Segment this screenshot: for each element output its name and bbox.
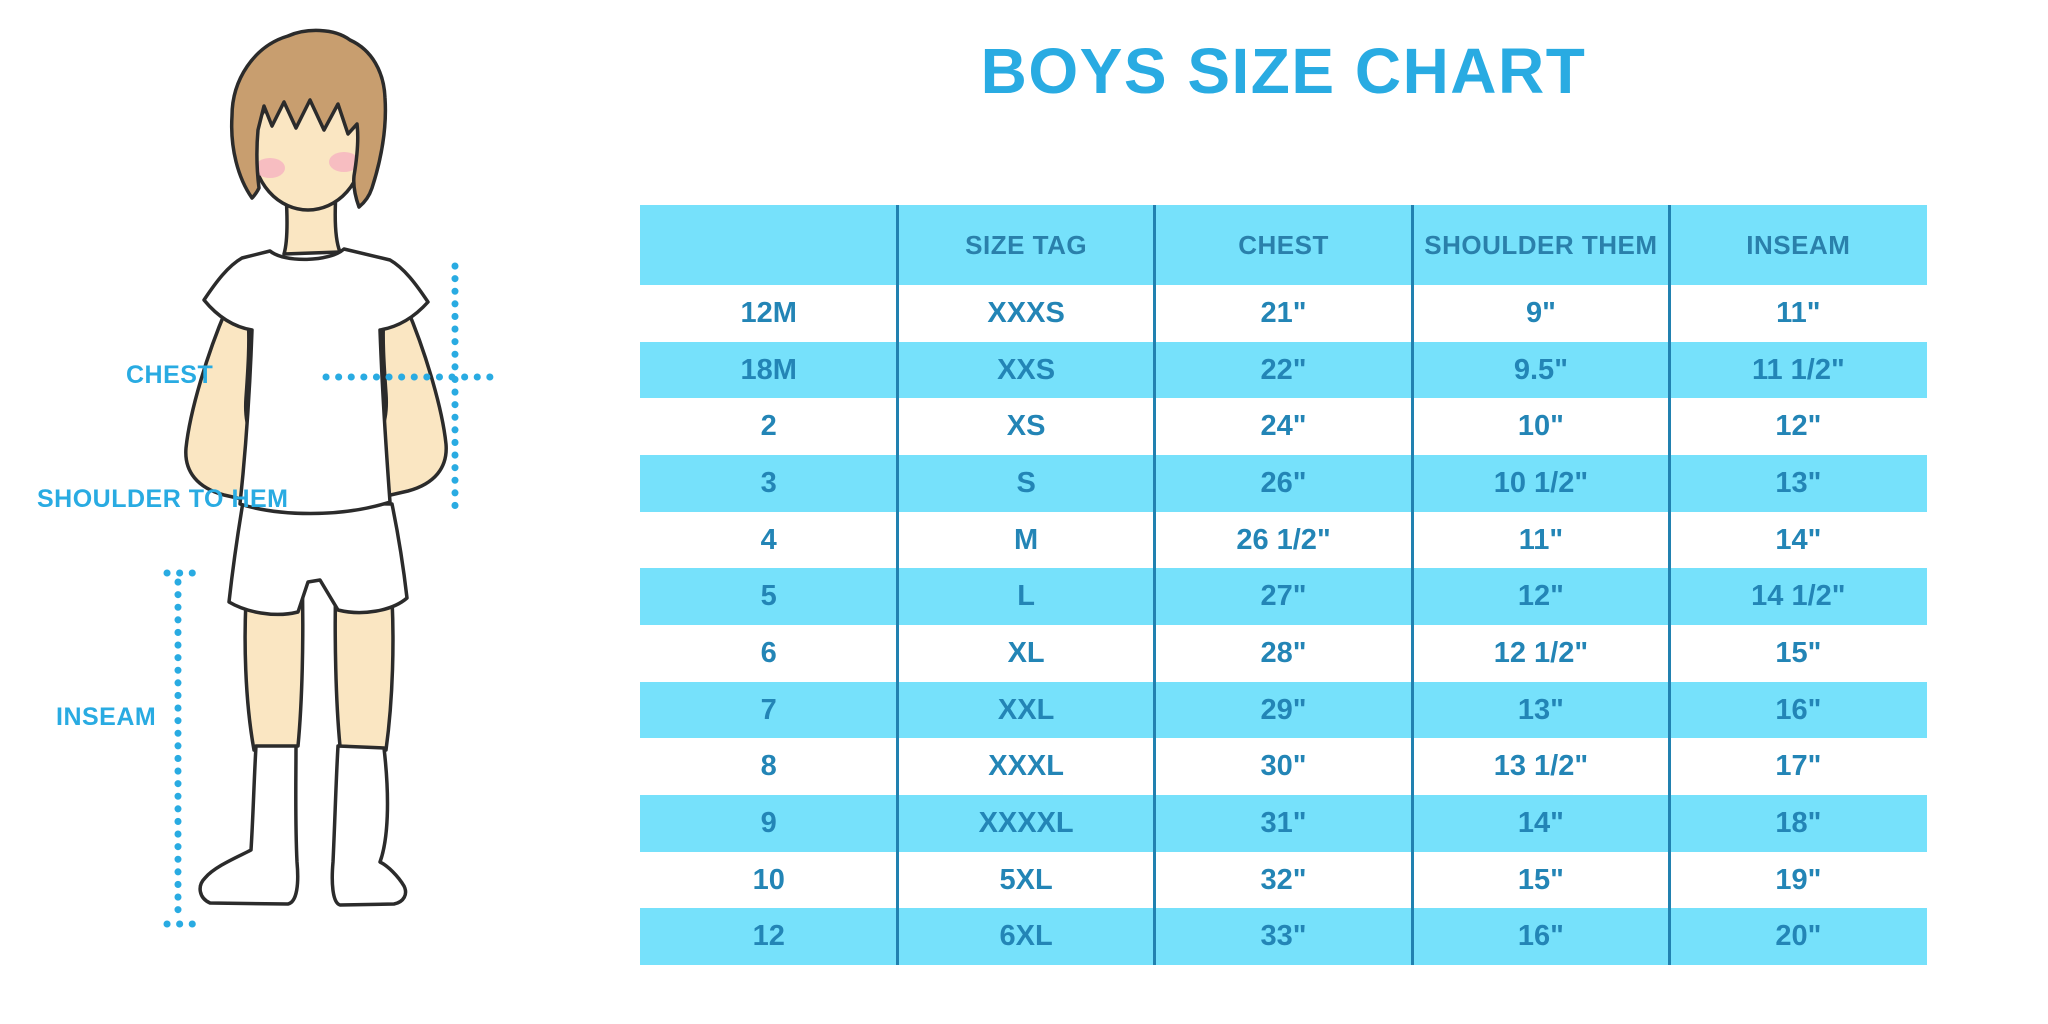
table-cell: XXS [997, 353, 1056, 386]
table-cell: 15" [1517, 863, 1564, 896]
table-cell: 33" [1260, 920, 1307, 953]
table-cell: L [1017, 580, 1035, 613]
table-cell: 17" [1775, 750, 1822, 783]
table-cell: 21" [1260, 296, 1307, 329]
table-cell: 18" [1775, 806, 1822, 839]
table-cell: 26" [1260, 466, 1307, 499]
table-cell: 8 [760, 750, 777, 783]
table-cell: 14" [1517, 806, 1564, 839]
table-cell: 16" [1517, 920, 1564, 953]
table-cell: 10 1/2" [1493, 466, 1589, 499]
table-cell: 7 [760, 693, 777, 726]
column-separator [895, 205, 899, 965]
table-cell: 10" [1517, 410, 1564, 443]
column-separator [1668, 205, 1672, 965]
table-cell: XS [1006, 410, 1046, 443]
boy-left-cheek-blush [255, 158, 285, 178]
table-cell: 12 [752, 920, 785, 953]
table-cell: XL [1007, 636, 1045, 669]
boy-left-sock [198, 744, 300, 906]
table-cell: 12" [1775, 410, 1822, 443]
table-cell: 24" [1260, 410, 1307, 443]
table-cell: 6XL [999, 920, 1053, 953]
table-cell: 20" [1775, 920, 1822, 953]
table-row: 6 XL 28" 12 1/2" 15" [640, 625, 1927, 682]
column-separator [1410, 205, 1414, 965]
table-cell: 27" [1260, 580, 1307, 613]
table-cell: 11 1/2" [1751, 353, 1845, 386]
table-cell: XXL [997, 693, 1055, 726]
table-row: 2 XS 24" 10" 12" [640, 398, 1927, 455]
table-cell: 11" [1776, 296, 1821, 329]
table-cell: 6 [760, 636, 777, 669]
table-cell: 19" [1775, 863, 1822, 896]
boy-measurement-illustration [163, 28, 494, 928]
table-cell: S [1016, 466, 1036, 499]
shoulder-to-hem-label: SHOULDER TO HEM [37, 485, 289, 514]
table-cell: 28" [1260, 636, 1307, 669]
table-cell: 14 1/2" [1751, 580, 1846, 613]
header-cell: SIZE TAG [965, 229, 1088, 260]
table-cell: XXXL [988, 750, 1064, 783]
table-cell: 9" [1525, 296, 1556, 329]
table-cell: 13" [1517, 693, 1564, 726]
table-cell: 30" [1260, 750, 1307, 783]
table-cell: 2 [760, 410, 777, 443]
table-row: 5 L 27" 12" 14 1/2" [640, 568, 1927, 626]
header-cell: INSEAM [1746, 229, 1851, 260]
table-row: 12 6XL 33" 16" 20" [640, 908, 1927, 966]
table-row: 3 S 26" 10 1/2" 13" [640, 455, 1927, 512]
table-cell: 31" [1260, 806, 1307, 839]
table-cell: 13 1/2" [1493, 750, 1589, 783]
boy-shorts [227, 500, 409, 617]
table-cell: M [1014, 523, 1039, 556]
table-cell: 16" [1775, 693, 1822, 726]
table-cell: 12M [740, 296, 797, 329]
table-cell: 10 [752, 863, 785, 896]
table-cell: 18M [740, 353, 797, 386]
page-title: BOYS SIZE CHART [980, 35, 1587, 107]
table-row: 18M XXS 22" 9.5" 11 1/2" [640, 341, 1927, 399]
column-separator [1153, 205, 1157, 965]
boy-right-cheek-blush [329, 152, 359, 172]
chest-label: CHEST [126, 361, 214, 390]
table-cell: XXXS [987, 296, 1065, 329]
table-cell: 14" [1775, 523, 1822, 556]
table-cell: 13" [1775, 466, 1822, 499]
table-row: 4 M 26 1/2" 11" 14" [640, 512, 1927, 569]
header-cell: SHOULDER THEM [1424, 229, 1658, 260]
boy-hair [229, 28, 388, 209]
table-cell: 32" [1260, 863, 1307, 896]
table-cell: 9 [760, 806, 777, 839]
header-cell [640, 205, 897, 285]
table-cell: 11" [1518, 523, 1564, 556]
table-cell: 3 [760, 466, 777, 499]
boy-tshirt [202, 247, 430, 516]
table-row: 8 XXXL 30" 13 1/2" 17" [640, 738, 1927, 795]
table-cell: 9.5" [1513, 353, 1568, 386]
table-row: 9 XXXXL 31" 14" 18" [640, 795, 1927, 852]
table-cell: 12" [1517, 580, 1564, 613]
table-cell: 29" [1260, 693, 1307, 726]
table-cell: 26 1/2" [1236, 523, 1331, 556]
header-cell: CHEST [1238, 229, 1329, 260]
table-cell: XXXXL [978, 806, 1074, 839]
table-cell: 22" [1260, 353, 1307, 386]
table-row: 7 XXL 29" 13" 16" [640, 681, 1927, 739]
table-body: 12M XXXS 21" 9" 11" 18M XXS 22" 9.5" 11 1/2" 2 XS 24… [640, 285, 1927, 966]
table-cell: 5 [760, 580, 777, 613]
table-row: 12M XXXS 21" 9" 11" [640, 285, 1927, 342]
inseam-label: INSEAM [56, 703, 157, 732]
table-cell: 4 [760, 523, 777, 556]
table-cell: 12 1/2" [1493, 636, 1589, 669]
table-row: 10 5XL 32" 15" 19" [640, 852, 1927, 909]
table-header-row: SIZE TAG CHEST SHOULDER THEM INSEAM [640, 205, 1927, 285]
table-cell: 15" [1775, 636, 1822, 669]
table-cell: 5XL [999, 863, 1053, 896]
size-table: SIZE TAG CHEST SHOULDER THEM INSEAM 12M XXXS… [640, 205, 1927, 966]
boy-right-sock [330, 744, 408, 907]
